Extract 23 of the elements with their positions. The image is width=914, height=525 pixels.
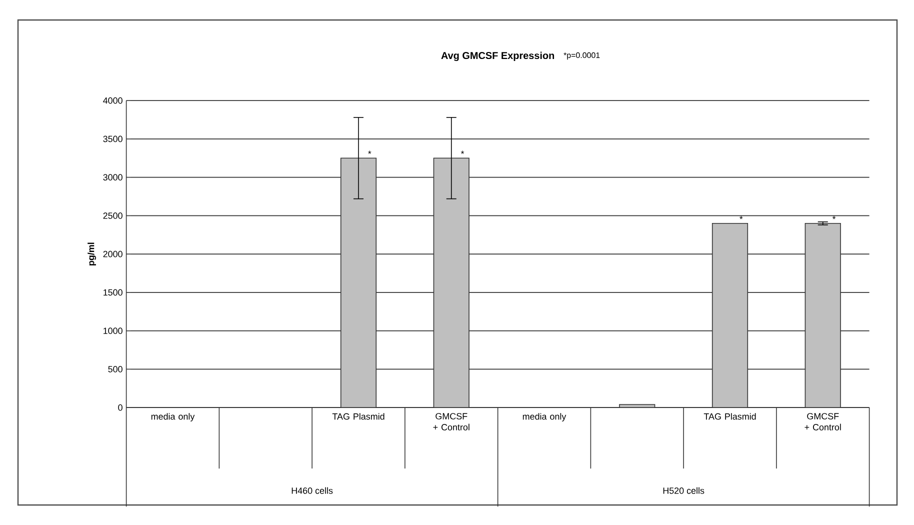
text: H460 cells [292, 487, 333, 494]
x-tick-label: TAG Plasmid [332, 413, 384, 420]
y-tick-label: 3000 [103, 174, 122, 180]
x-tick-label: media only [522, 413, 566, 422]
x-tick-label: GMCSF + Control [804, 413, 841, 430]
data-label: * [740, 216, 743, 220]
x-tick-label: media only [151, 413, 195, 422]
y-tick-label: 3500 [103, 136, 122, 142]
data-label: * [460, 150, 464, 154]
y-tick-label: 2500 [103, 212, 122, 219]
x-tick-label: TAG Plasmid [704, 413, 756, 420]
y-tick-label: 1000 [104, 328, 122, 334]
y-tick-label: 4000 [103, 97, 122, 104]
y-tick-label: 2000 [103, 250, 122, 258]
y-tick-label: 500 [108, 366, 122, 372]
data-label: * [832, 216, 836, 220]
y-tick-label: 0 [118, 404, 122, 411]
text: H520 cells [663, 487, 704, 494]
y-tick-label: 1500 [104, 289, 122, 296]
data-label: * [368, 150, 372, 154]
x-tick-label: GMCSF + Control [433, 413, 470, 430]
y-axis-title: pg/ml [88, 242, 96, 266]
chart-title: Avg GMCSF Expression [441, 52, 554, 62]
